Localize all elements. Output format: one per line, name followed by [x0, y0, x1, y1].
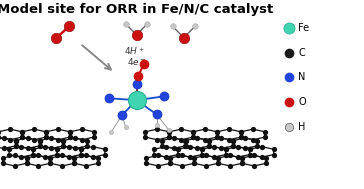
- Text: Model site for ORR in Fe/N/C catalyst: Model site for ORR in Fe/N/C catalyst: [0, 3, 273, 16]
- Text: C: C: [298, 48, 305, 58]
- Text: Fe: Fe: [298, 23, 310, 33]
- Text: N: N: [298, 73, 306, 82]
- Text: H: H: [298, 122, 306, 132]
- Text: $4e^-$: $4e^-$: [127, 56, 147, 67]
- Text: $4H^+$: $4H^+$: [124, 45, 145, 57]
- Text: O: O: [298, 97, 306, 107]
